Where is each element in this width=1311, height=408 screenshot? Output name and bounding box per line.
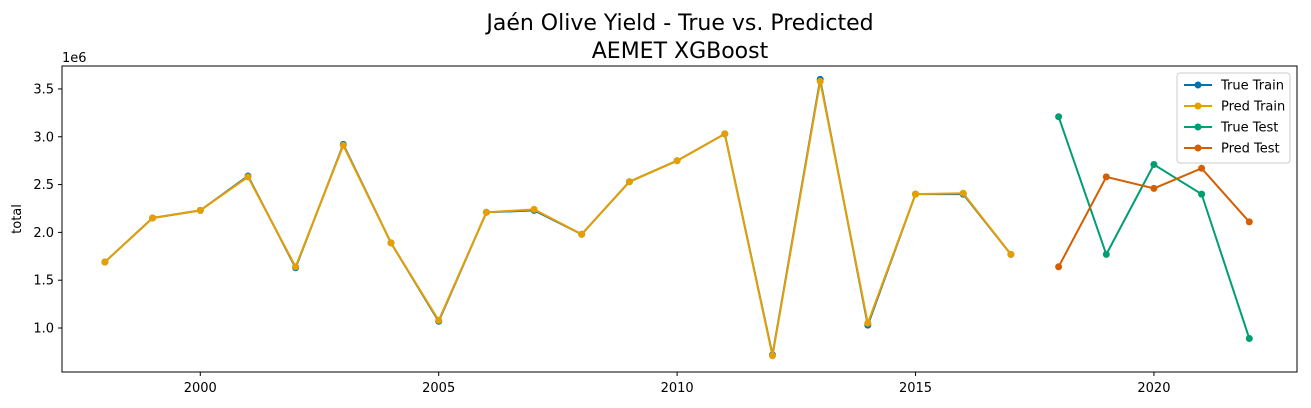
y-tick-label: 2.5: [33, 178, 54, 193]
plot-area: [101, 75, 1253, 360]
data-point-pred-test: [1102, 173, 1110, 181]
data-point-pred-train: [625, 178, 633, 186]
series-line-true-train: [104, 79, 1012, 356]
y-tick-label: 2.0: [33, 226, 54, 241]
y-offset-label: 1e6: [62, 51, 87, 66]
legend-label-true-test: True Test: [1220, 121, 1278, 136]
legend-label-pred-train: Pred Train: [1221, 100, 1285, 115]
y-axis-label: total: [10, 204, 25, 234]
data-point-pred-train: [578, 230, 586, 238]
data-point-pred-train: [244, 173, 252, 181]
data-point-pred-test: [1150, 184, 1158, 192]
plot-frame: [61, 65, 1298, 373]
y-tick-label: 1.0: [33, 322, 54, 337]
data-point-pred-test: [1198, 164, 1206, 172]
legend-label-true-train: True Train: [1220, 79, 1284, 94]
data-point-pred-train: [769, 352, 776, 360]
data-point-pred-train: [101, 258, 109, 266]
data-point-pred-train: [387, 239, 395, 247]
data-point-pred-train: [196, 206, 204, 214]
y-axis: 1.0 1.5 2.0 2.5 3.0 3.5: [33, 82, 62, 337]
data-point-pred-train: [816, 77, 824, 85]
legend: True Train Pred Train True Test Pred Test: [1176, 72, 1291, 164]
legend-marker-pred-test: [1194, 144, 1202, 152]
data-point-pred-train: [959, 189, 967, 197]
data-point-pred-train: [530, 205, 538, 213]
y-tick-label: 3.5: [33, 82, 54, 97]
x-tick-label: 2015: [899, 381, 932, 396]
legend-box: [1176, 72, 1291, 164]
data-point-pred-train: [292, 263, 300, 271]
legend-marker-true-test: [1194, 123, 1202, 131]
data-point-pred-train: [1007, 250, 1015, 258]
y-tick-label: 1.5: [33, 274, 54, 289]
series-line-pred-train: [104, 81, 1012, 356]
data-point-true-test: [1245, 335, 1253, 342]
data-point-pred-train: [864, 319, 872, 327]
legend-label-pred-test: Pred Test: [1221, 142, 1280, 157]
legend-marker-true-train: [1194, 81, 1202, 89]
x-tick-label: 2020: [1137, 381, 1170, 396]
data-point-pred-train: [912, 190, 919, 198]
legend-marker-pred-train: [1194, 102, 1202, 110]
x-tick-label: 2005: [422, 381, 455, 396]
data-point-pred-train: [149, 214, 157, 222]
data-point-true-test: [1055, 113, 1063, 121]
data-point-pred-test: [1245, 218, 1253, 226]
data-point-true-test: [1102, 250, 1110, 258]
data-point-true-test: [1198, 190, 1206, 198]
data-point-pred-train: [673, 157, 681, 165]
x-tick-label: 2000: [184, 381, 217, 396]
x-axis: 2000 2005 2010 2015 2020: [184, 372, 1170, 396]
data-point-pred-train: [435, 316, 443, 324]
y-tick-label: 3.0: [33, 130, 54, 145]
x-tick-label: 2010: [661, 381, 694, 396]
data-point-pred-train: [339, 141, 347, 149]
data-point-pred-train: [721, 130, 729, 138]
data-point-pred-test: [1055, 263, 1063, 271]
data-point-true-test: [1150, 161, 1158, 168]
chart-title: Jaén Olive Yield - True vs. Predicted: [484, 11, 873, 36]
data-point-pred-train: [482, 208, 490, 216]
chart-subtitle: AEMET XGBoost: [592, 39, 769, 64]
